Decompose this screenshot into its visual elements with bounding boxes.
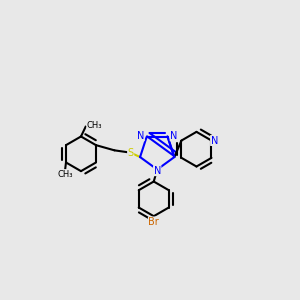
Text: N: N	[211, 136, 218, 146]
Text: N: N	[154, 166, 161, 176]
Text: CH₃: CH₃	[87, 121, 102, 130]
Text: S: S	[128, 148, 134, 158]
Text: N: N	[170, 131, 178, 141]
Text: CH₃: CH₃	[57, 169, 73, 178]
Text: N: N	[137, 131, 144, 141]
Text: Br: Br	[148, 217, 159, 227]
